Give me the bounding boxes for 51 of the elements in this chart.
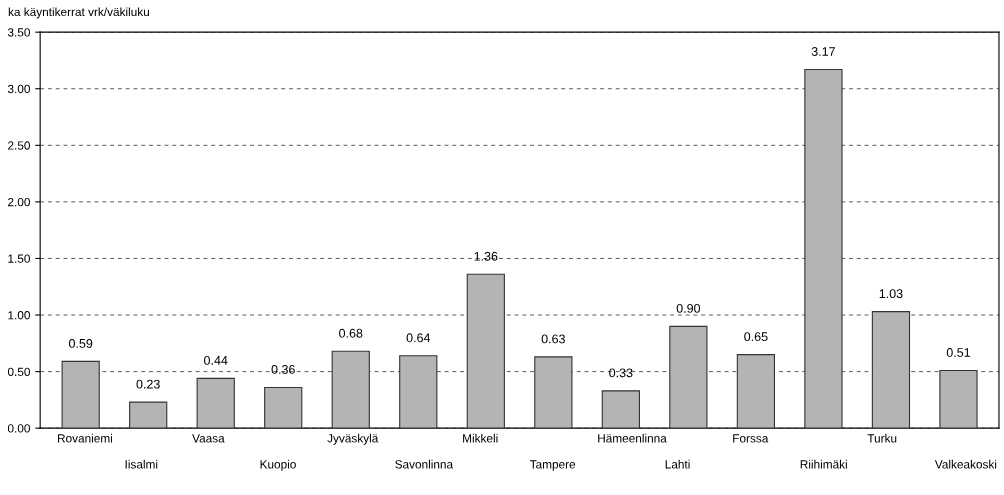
x-tick-label: Tampere (529, 460, 576, 471)
x-tick-label: Kuopio (260, 459, 296, 471)
y-tick-label: 3.50 (7, 28, 30, 37)
x-tick-label: Forssa (733, 434, 769, 443)
bar (129, 401, 168, 429)
data-label: 0.65 (744, 332, 768, 342)
data-label: 0.90 (676, 303, 701, 313)
y-tick-label: 3.00 (7, 84, 30, 94)
x-tick-label: Vaasa (192, 434, 225, 443)
y-tick-label: 1.50 (8, 254, 30, 263)
bar (736, 354, 776, 429)
data-label: 0.51 (946, 348, 971, 357)
bar (669, 325, 708, 429)
y-tick-label: 2.50 (8, 141, 30, 150)
y-axis-title: ka käyntikerrat vrk/väkiluku (8, 7, 149, 19)
data-label: 1.03 (879, 289, 903, 299)
x-tick-label: Rovaniemi (58, 433, 113, 443)
data-label: 0.44 (204, 355, 228, 365)
bar (399, 355, 438, 429)
bar (331, 350, 370, 429)
data-label: 0.68 (339, 328, 363, 338)
x-tick-label: Jyväskylä (327, 433, 379, 445)
data-label: 1.36 (474, 251, 498, 261)
data-label: 0.23 (136, 379, 160, 389)
data-label: 3.17 (811, 47, 835, 56)
x-tick-label: Hämeenlinna (598, 433, 667, 443)
data-label: 0.36 (271, 365, 295, 374)
bar (939, 369, 978, 429)
data-label: 0.64 (406, 333, 431, 343)
data-label: 0.63 (541, 334, 565, 344)
bar (871, 311, 911, 429)
x-tick-label: Valkeakoski (934, 459, 997, 469)
bar (264, 386, 303, 429)
bar (196, 377, 235, 429)
x-tick-label: Lahti (665, 459, 690, 469)
x-tick-label: Riihimäki (800, 459, 847, 469)
x-tick-label: Savonlinna (395, 459, 454, 469)
bar (466, 273, 505, 429)
y-tick-label: 1.00 (8, 311, 30, 320)
data-label: 0.33 (609, 368, 633, 378)
x-tick-label: Mikkeli (463, 433, 498, 443)
y-tick-label: 0.50 (7, 367, 30, 376)
bar (601, 390, 640, 429)
x-tick-label: Turku (867, 433, 897, 443)
y-tick-label: 2.00 (8, 197, 30, 207)
x-tick-label: Iisalmi (125, 459, 158, 469)
data-label: 0.59 (69, 338, 93, 348)
bar (534, 356, 573, 429)
bar (804, 68, 843, 429)
y-tick-label: 0.00 (7, 424, 30, 433)
bar (61, 360, 100, 429)
